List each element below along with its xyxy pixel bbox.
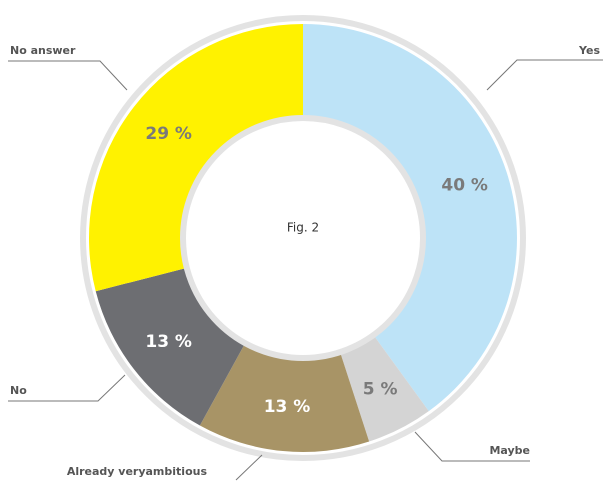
leader-line — [414, 431, 530, 462]
category-label: Already veryambitious — [67, 465, 208, 478]
value-label: 13 % — [145, 332, 192, 352]
donut-slice — [303, 24, 517, 412]
leader-line — [8, 374, 126, 402]
category-label: Yes — [578, 44, 600, 57]
value-label: 40 % — [441, 175, 488, 195]
value-label: 13 % — [264, 397, 311, 417]
outer-ring — [80, 15, 526, 461]
donut-slice — [339, 332, 429, 442]
category-label: Maybe — [489, 444, 530, 457]
leader-line — [235, 454, 263, 481]
center-text: Fig. 2 — [287, 221, 319, 235]
inner-ring — [180, 115, 426, 361]
donut-slice — [95, 267, 247, 426]
category-label: No answer — [10, 44, 76, 57]
value-label: 5 % — [363, 379, 398, 399]
leader-line — [486, 59, 603, 91]
category-label: No — [10, 384, 27, 397]
donut-slice — [88, 24, 303, 292]
value-label: 29 % — [145, 124, 192, 144]
donut-slice — [199, 340, 370, 452]
leader-line — [8, 60, 128, 91]
